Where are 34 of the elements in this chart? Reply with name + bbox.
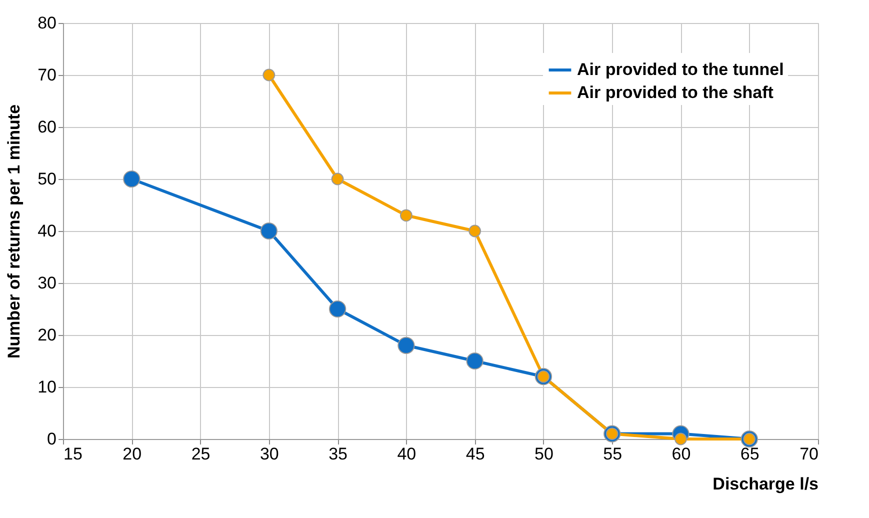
y-axis-title: Number of returns per 1 minute [4,104,24,359]
x-tick-label: 20 [122,444,142,464]
point [123,170,140,188]
y-tick-label: 80 [38,14,56,32]
y-tick-label: 40 [38,222,56,240]
point [260,222,278,240]
y-tick-label: 30 [38,274,56,292]
x-tick-label: 55 [603,444,622,464]
x-tick-label: 40 [397,444,416,464]
point [466,352,484,370]
point [400,209,412,222]
x-axis-title: Discharge l/s [712,474,818,494]
x-tick-label: 30 [260,444,279,464]
point [262,68,276,82]
x-tick-label: 50 [534,444,554,464]
x-tick-label: 25 [191,444,210,464]
legend-label: Air provided to the tunnel [577,60,784,79]
point [328,300,346,318]
y-tick-label: 20 [38,326,56,344]
y-tick-label: 10 [38,378,56,396]
y-tick-label: 70 [38,66,56,84]
x-tick-label: 35 [328,444,348,464]
legend-label: Air provided to the shaft [577,83,774,102]
y-tick-label: 50 [38,170,56,188]
x-tick-label: 60 [672,444,691,464]
point [331,172,344,186]
x-tick-label: 65 [740,444,760,464]
y-tick-label: 0 [47,430,56,448]
x-tick-label: 15 [64,444,82,464]
x-tick-label: 45 [466,444,485,464]
point [468,224,482,238]
point [398,336,415,354]
x-tick-label: 70 [800,444,818,464]
y-tick-label: 60 [38,118,56,136]
